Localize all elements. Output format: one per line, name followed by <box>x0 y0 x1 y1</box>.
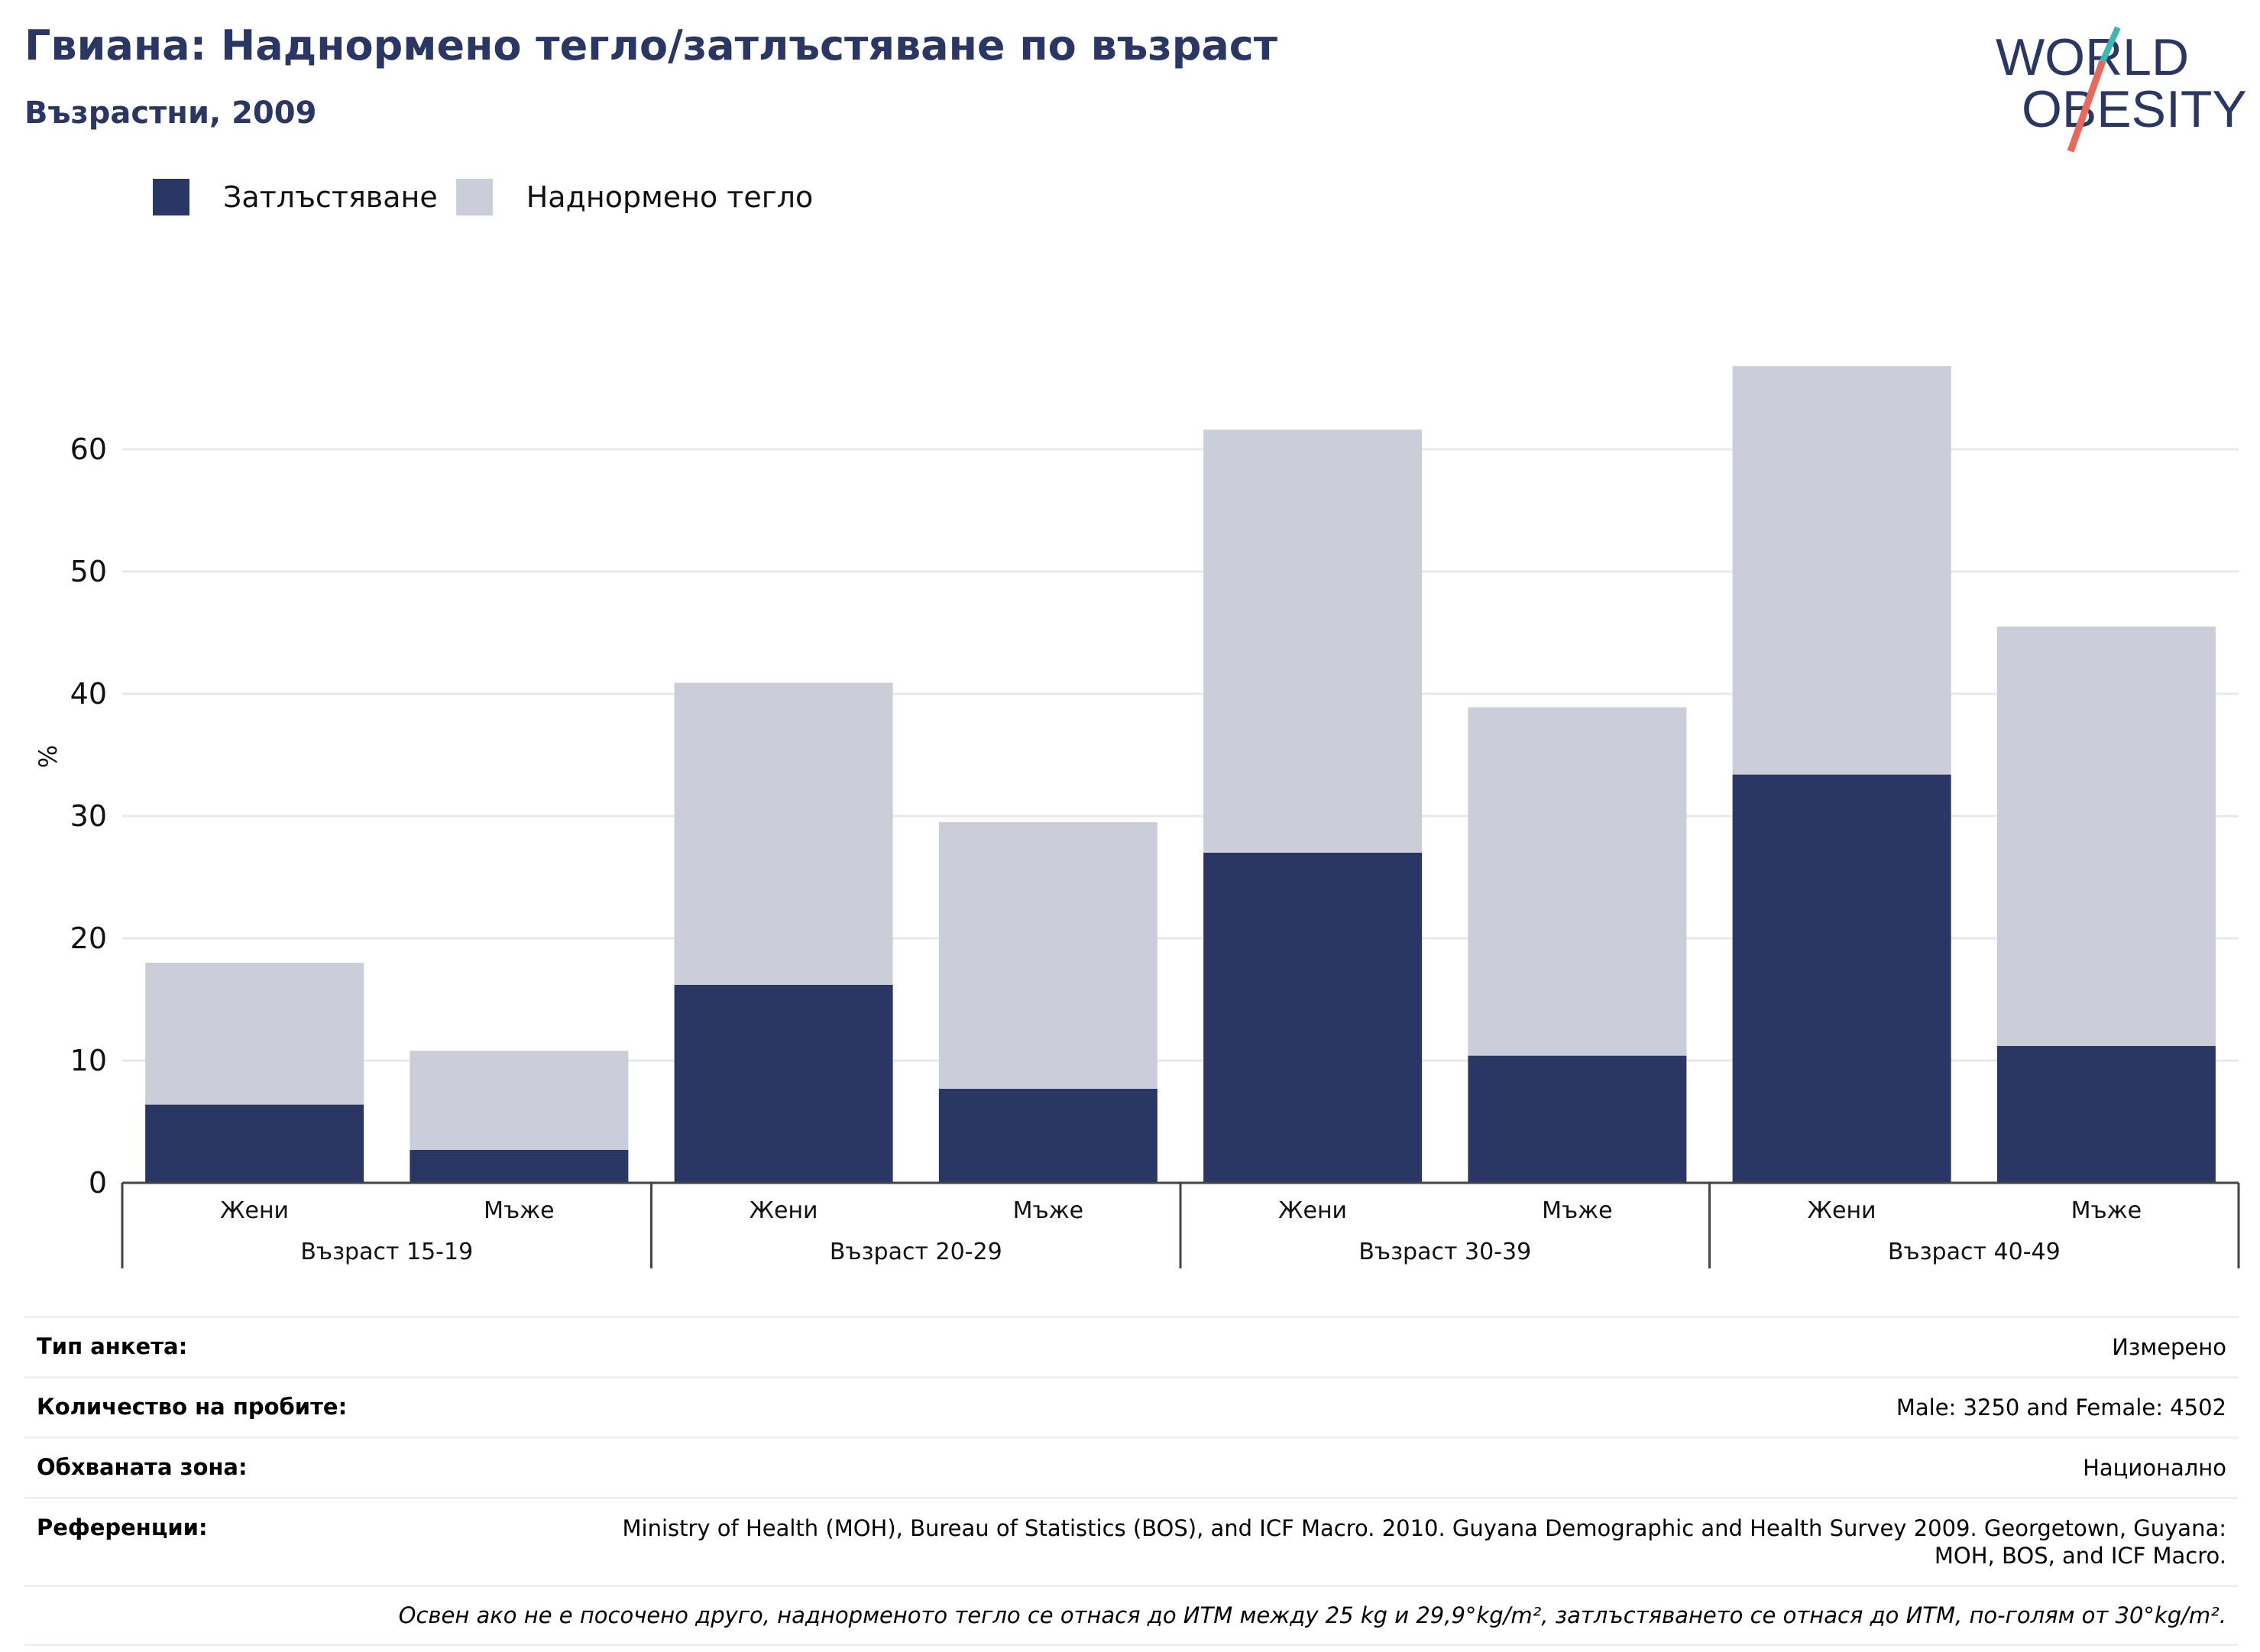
bar-overweight <box>1203 429 1423 853</box>
legend: Затлъстяване Наднормено тегло <box>153 174 831 220</box>
info-label: Референции: <box>37 1514 208 1540</box>
group-label: Възраст 40-49 <box>1888 1239 2061 1265</box>
legend-item-obesity: Затлъстяване <box>153 179 438 215</box>
legend-item-overweight: Наднормено тегло <box>455 179 814 215</box>
bar-overweight <box>1996 627 2216 1046</box>
bar-obesity <box>674 984 893 1183</box>
group-label: Възраст 20-29 <box>830 1239 1002 1265</box>
y-axis-label: % <box>34 745 63 768</box>
chart-subtitle: Възрастни, 2009 <box>24 96 317 131</box>
x-tick-label: Мъже <box>1013 1197 1084 1224</box>
bar-obesity <box>1203 853 1423 1183</box>
bar-overweight <box>674 682 893 985</box>
bar-overweight <box>938 822 1158 1089</box>
info-row-coverage: Обхваната зона: Национално <box>24 1437 2239 1497</box>
info-value: Национално <box>2083 1455 2226 1481</box>
bar-obesity <box>410 1149 629 1183</box>
logo-slash-coral <box>2067 60 2106 153</box>
info-value: Ministry of Health (MOH), Bureau of Stat… <box>622 1515 2226 1569</box>
x-tick-label: Жени <box>750 1197 818 1224</box>
y-tick-label: 50 <box>70 555 107 588</box>
y-tick-label: 40 <box>70 677 107 711</box>
y-tick-label: 20 <box>70 922 107 955</box>
legend-swatch-obesity <box>153 179 189 215</box>
logo-line1: WORLD <box>1996 28 2189 86</box>
logo-slash-teal <box>2100 26 2121 63</box>
info-footnote: Освен ако не е посочено друго, наднормен… <box>24 1585 2239 1646</box>
bar-obesity <box>1996 1045 2216 1183</box>
legend-label-obesity: Затлъстяване <box>223 180 438 214</box>
info-row-survey-type: Тип анкета: Измерено <box>24 1316 2239 1376</box>
x-tick-label: Мъже <box>2071 1197 2142 1224</box>
legend-label-overweight: Наднормено тегло <box>526 180 814 214</box>
bar-overweight <box>145 963 364 1105</box>
x-tick-label: Мъже <box>484 1197 555 1224</box>
group-label: Възраст 30-39 <box>1358 1239 1531 1265</box>
info-label: Обхваната зона: <box>37 1454 248 1480</box>
info-label: Тип анкета: <box>37 1333 188 1359</box>
stacked-bar-chart: 0 10 20 30 40 50 60% Жени Мъже Жени Мъже Жени Мъже Же… <box>34 366 2240 1268</box>
bar-obesity <box>145 1104 364 1183</box>
x-tick-label: Мъже <box>1542 1197 1613 1224</box>
info-row-sample-size: Количество на пробите: Male: 3250 and Fe… <box>24 1376 2239 1437</box>
group-label: Възраст 15-19 <box>300 1239 473 1265</box>
y-tick-label: 10 <box>70 1044 107 1077</box>
x-tick-label: Жени <box>1808 1197 1876 1224</box>
world-obesity-logo: WORLD OBESITY <box>1996 26 2246 153</box>
chart-title: Гвиана: Наднормено тегло/затлъстяване по… <box>24 21 1278 70</box>
x-tick-label: Жени <box>220 1197 289 1224</box>
bar-obesity <box>1732 774 1951 1183</box>
bar-overweight <box>1732 366 1951 775</box>
bar-overweight <box>1468 707 1687 1056</box>
legend-swatch-overweight <box>455 179 493 215</box>
x-tick-label: Жени <box>1278 1197 1347 1224</box>
survey-info-table: Тип анкета: Измерено Количество на проби… <box>24 1316 2239 1646</box>
info-label: Количество на пробите: <box>37 1394 348 1420</box>
info-value: Male: 3250 and Female: 4502 <box>1896 1394 2226 1420</box>
bar-obesity <box>1468 1055 1687 1183</box>
info-value: Измерено <box>2112 1334 2226 1360</box>
bar-obesity <box>938 1088 1158 1183</box>
y-tick-label: 60 <box>70 432 107 466</box>
y-tick-label: 30 <box>70 799 107 833</box>
logo-line2: OBESITY <box>2022 80 2246 138</box>
y-tick-label: 0 <box>89 1166 107 1200</box>
info-row-references: Референции: Ministry of Health (MOH), Bu… <box>24 1497 2239 1585</box>
bar-overweight <box>410 1051 629 1150</box>
